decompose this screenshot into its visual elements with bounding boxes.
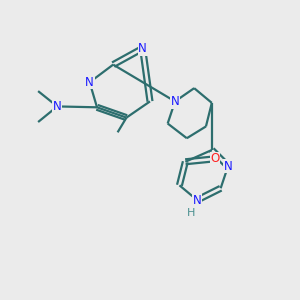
Text: N: N	[171, 95, 179, 108]
Text: H: H	[187, 208, 195, 218]
Text: N: N	[224, 160, 233, 173]
Text: O: O	[210, 152, 219, 165]
Text: N: N	[85, 76, 94, 89]
Text: N: N	[138, 42, 147, 55]
Text: N: N	[193, 194, 202, 207]
Text: N: N	[53, 100, 62, 113]
